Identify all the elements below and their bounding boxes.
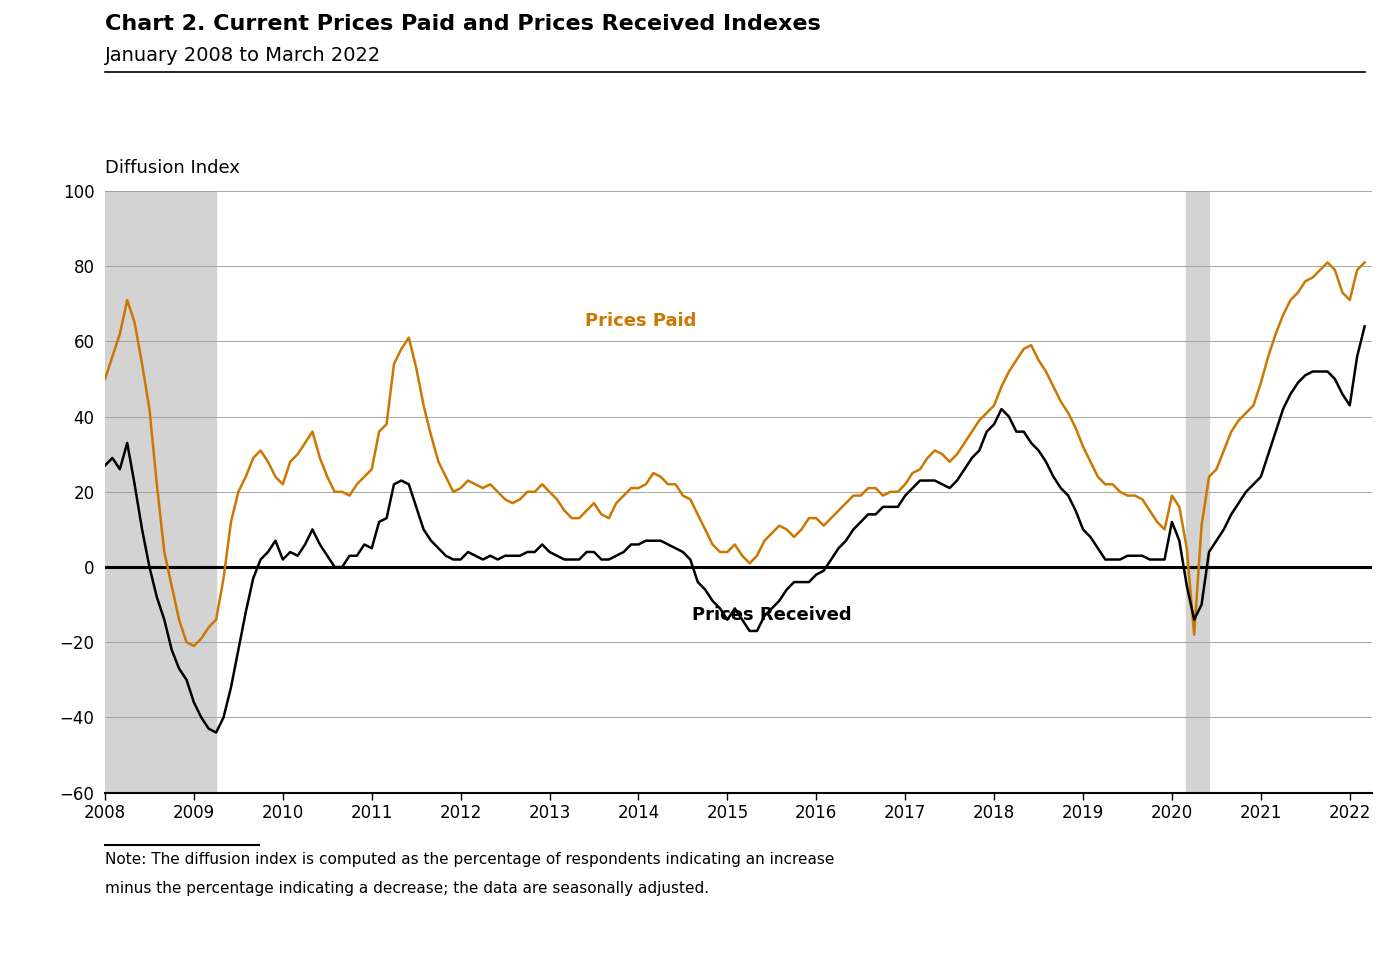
Bar <box>1186 191 1210 793</box>
Text: Diffusion Index: Diffusion Index <box>105 159 239 177</box>
Bar <box>105 191 216 793</box>
Text: minus the percentage indicating a decrease; the data are seasonally adjusted.: minus the percentage indicating a decrea… <box>105 881 710 896</box>
Text: Chart 2. Current Prices Paid and Prices Received Indexes: Chart 2. Current Prices Paid and Prices … <box>105 14 820 34</box>
Text: Prices Paid: Prices Paid <box>585 312 697 330</box>
Text: Note: The diffusion index is computed as the percentage of respondents indicatin: Note: The diffusion index is computed as… <box>105 852 834 867</box>
Text: Prices Received: Prices Received <box>692 605 851 624</box>
Text: January 2008 to March 2022: January 2008 to March 2022 <box>105 46 381 65</box>
